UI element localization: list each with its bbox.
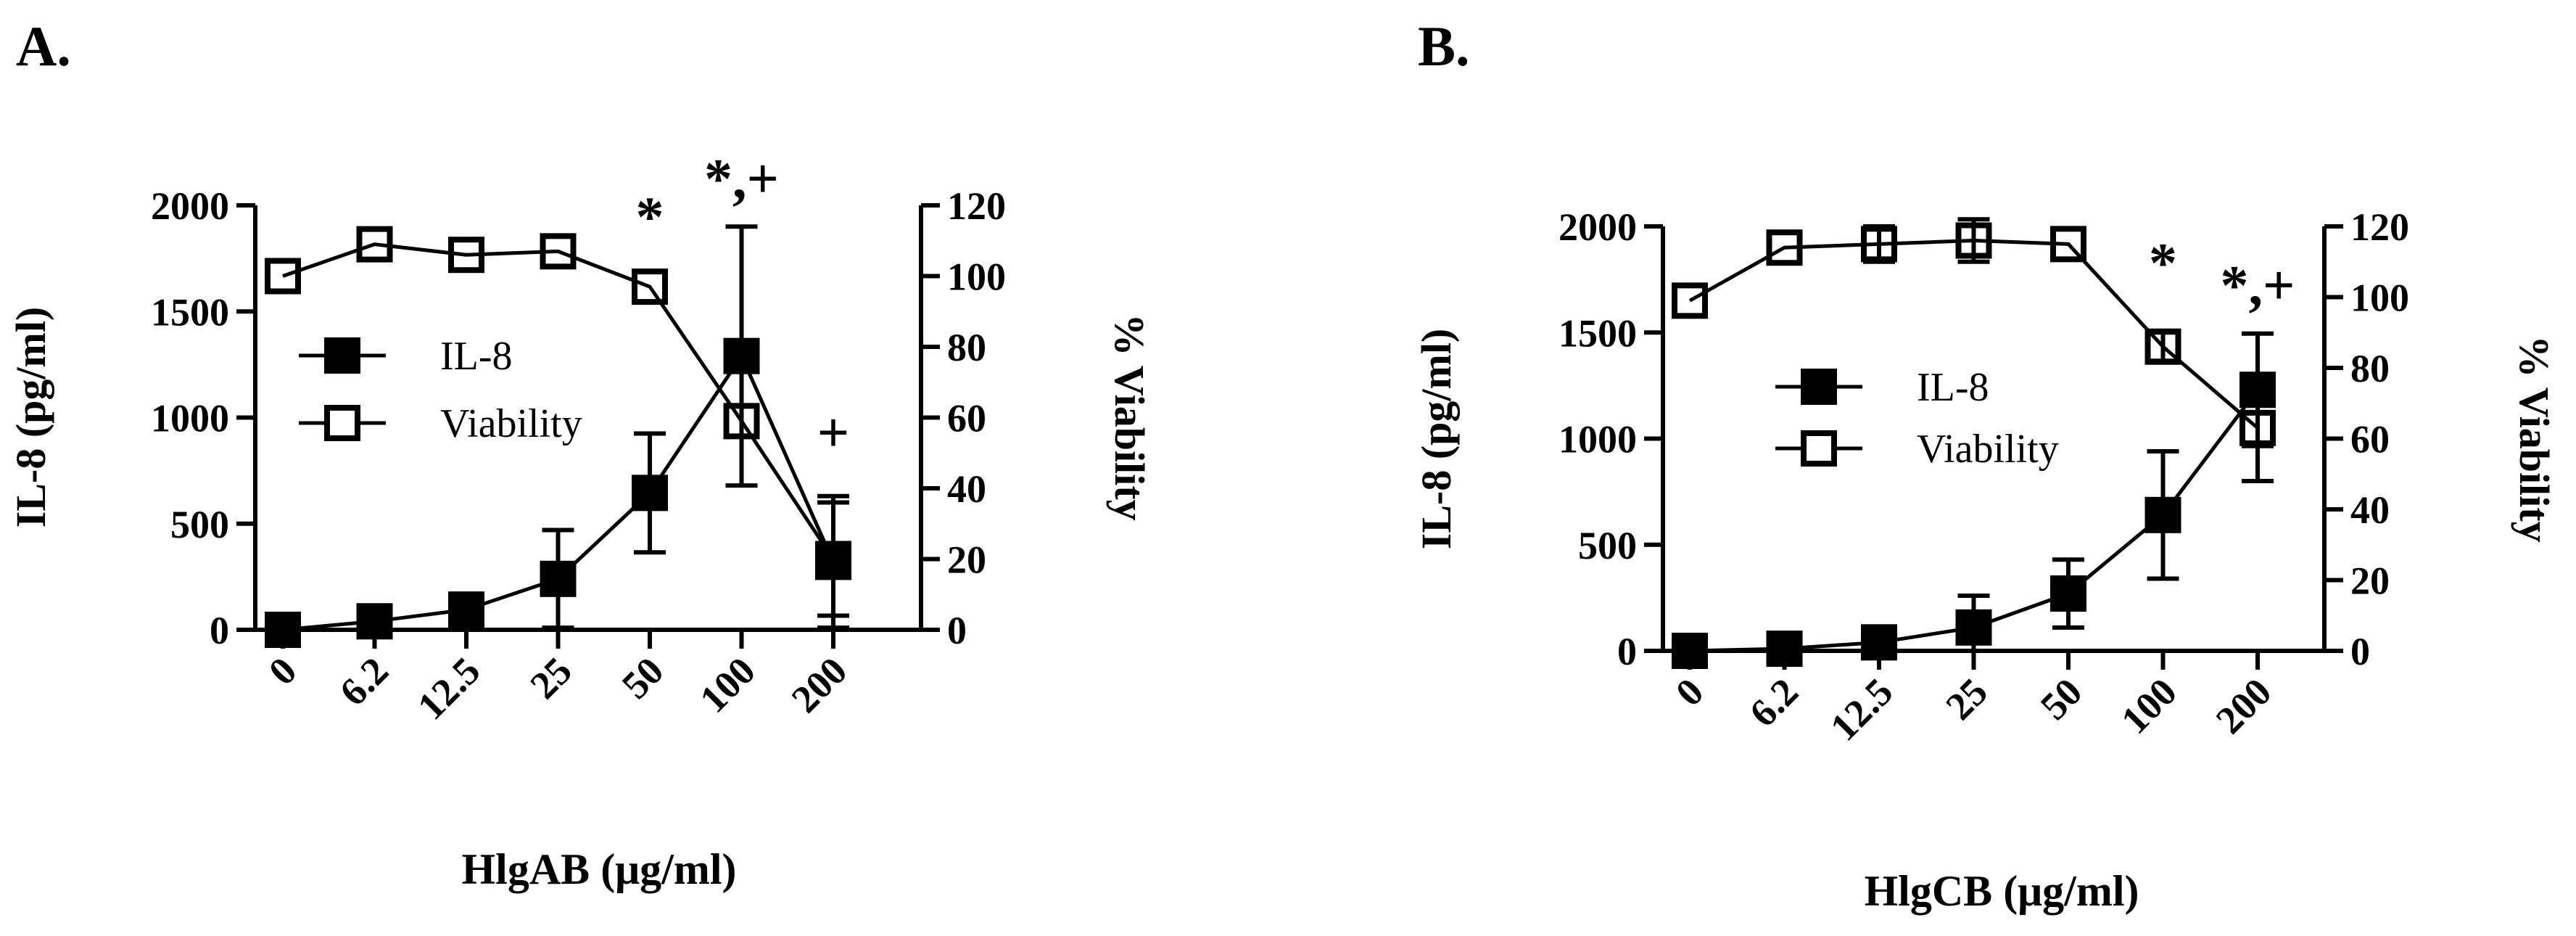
- significance-annotation: +: [817, 401, 849, 464]
- legend-label: Viability: [440, 401, 582, 446]
- data-point: [265, 258, 301, 295]
- legend-marker-filled: [1801, 369, 1837, 405]
- data-point: [1672, 633, 1708, 669]
- y-tick-label-right: 60: [2350, 418, 2390, 461]
- y-tick-label-right: 100: [2350, 276, 2409, 320]
- y-axis-label-left: IL-8 (pg/ml): [7, 307, 54, 528]
- y-tick-label-right: 120: [2350, 205, 2409, 249]
- x-tick-label: 50: [2032, 670, 2091, 728]
- y-tick-label-right: 0: [947, 609, 967, 652]
- x-tick-label: 12.5: [409, 649, 488, 728]
- legend-label: Viability: [1917, 427, 2059, 472]
- data-point: [2144, 496, 2181, 533]
- y-tick-label-left: 1000: [151, 397, 229, 440]
- legend-label: IL-8: [1917, 365, 1989, 410]
- data-point: [1766, 631, 1803, 668]
- x-tick-label: 100: [691, 649, 764, 721]
- chart-panel-a: A. 0 500 1000 1500 2000 0 20 40 60 80 100 120 0 6.2 12.…: [7, 15, 1153, 893]
- y-tick-label-right: 0: [2350, 630, 2370, 673]
- x-tick-label: 0: [260, 649, 305, 694]
- chart-panel-b: B. 0 500 1000 1500 2000 0 20 40 60 80 100 120 0 6.2 12.…: [1413, 15, 2558, 915]
- y-tick-label-right: 40: [2350, 488, 2390, 532]
- y-tick-label-left: 1500: [1559, 311, 1637, 355]
- x-tick-label: 12.5: [1822, 670, 1901, 749]
- y-tick-label-right: 40: [947, 467, 986, 511]
- data-point: [2144, 328, 2181, 365]
- legend: IL-8 Viability: [1775, 365, 2059, 472]
- data-point: [2050, 226, 2086, 263]
- y-tick-label-left: 2000: [1559, 205, 1637, 249]
- y-tick-label-right: 60: [947, 397, 986, 440]
- data-point: [356, 226, 393, 263]
- data-point: [540, 560, 577, 597]
- x-tick-label: 50: [614, 649, 672, 707]
- x-tick-label: 6.2: [1741, 670, 1807, 735]
- x-axis-label: HlgCB (μg/ml): [1865, 867, 2139, 915]
- x-axis-label: HlgAB (μg/ml): [462, 845, 737, 893]
- y-tick-label-right: 80: [947, 326, 986, 369]
- x-tick-label: 100: [2113, 670, 2185, 742]
- series-il8: [1672, 331, 2276, 669]
- x-tick-label: 6.2: [331, 649, 397, 714]
- y-tick-label-left: 500: [1578, 524, 1637, 567]
- significance-annotation: *,+: [2221, 254, 2295, 317]
- x-tick-label: 0: [1667, 670, 1712, 715]
- legend-marker-filled: [324, 337, 360, 374]
- data-point: [815, 543, 851, 580]
- x-tick-label: 25: [521, 649, 580, 707]
- legend-marker-open: [324, 405, 360, 441]
- significance-annotation: *,+: [704, 147, 779, 210]
- data-point: [1861, 226, 1897, 263]
- y-tick-label-left: 1000: [1559, 418, 1637, 461]
- significance-annotation: *: [2149, 231, 2177, 294]
- data-point: [2239, 371, 2276, 409]
- y-tick-label-left: 500: [170, 503, 229, 546]
- data-point: [1766, 229, 1803, 266]
- data-point: [540, 233, 577, 270]
- data-point: [1672, 282, 1708, 319]
- x-tick-label: 25: [1937, 670, 1996, 728]
- data-point: [1861, 624, 1897, 661]
- y-axis-label-right: % Viability: [1106, 313, 1153, 520]
- y-tick-label-left: 0: [210, 609, 229, 652]
- legend-label: IL-8: [440, 334, 513, 379]
- data-point: [1955, 222, 1992, 259]
- y-tick-label-left: 1500: [151, 290, 229, 334]
- data-point: [448, 237, 484, 274]
- data-point: [632, 268, 668, 305]
- y-tick-label-right: 100: [947, 255, 1006, 299]
- panel-letter: A.: [16, 15, 71, 78]
- data-point: [1955, 609, 1992, 646]
- y-tick-label-right: 20: [947, 538, 986, 582]
- data-point: [632, 475, 668, 512]
- legend: IL-8 Viability: [299, 334, 582, 446]
- y-tick-label-left: 2000: [151, 184, 229, 228]
- series-il8: [265, 224, 851, 648]
- data-point: [356, 603, 393, 640]
- legend-marker-open: [1801, 430, 1837, 467]
- x-tick-label: 200: [783, 649, 856, 721]
- y-tick-label-right: 80: [2350, 347, 2390, 390]
- panel-letter: B.: [1418, 15, 1470, 78]
- data-point: [723, 337, 760, 374]
- y-axis-label-right: % Viability: [2511, 335, 2558, 542]
- y-tick-label-right: 120: [947, 184, 1006, 228]
- data-point: [2050, 575, 2086, 612]
- x-tick-label: 200: [2208, 670, 2280, 742]
- y-axis-label-left: IL-8 (pg/ml): [1413, 329, 1460, 550]
- data-point: [448, 591, 484, 628]
- significance-annotation: *: [636, 185, 664, 248]
- data-point: [265, 612, 301, 648]
- y-tick-label-left: 0: [1617, 630, 1637, 673]
- series-viability: [1672, 217, 2276, 483]
- y-tick-label-right: 20: [2350, 559, 2390, 603]
